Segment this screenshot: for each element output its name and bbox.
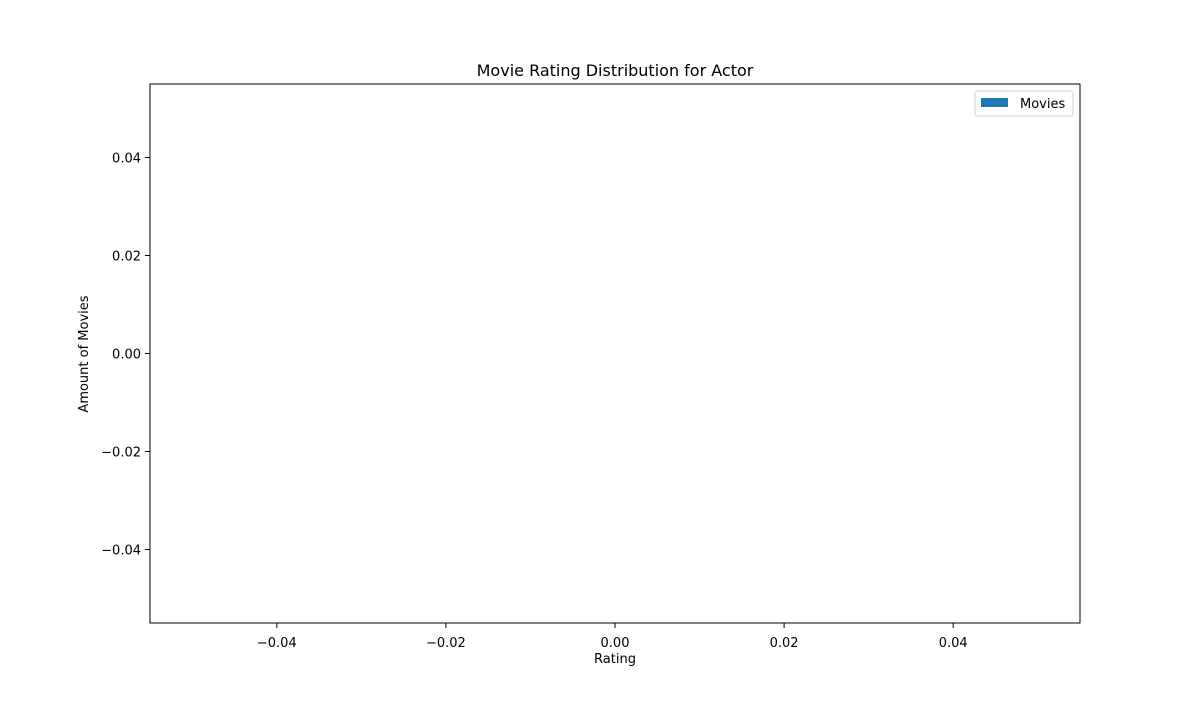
x-axis-label: Rating [594, 652, 636, 667]
y-tick-label: 0.02 [112, 250, 141, 265]
legend: Movies [974, 90, 1074, 117]
y-tick-label: −0.04 [101, 544, 141, 559]
legend-label-movies: Movies [1020, 97, 1065, 112]
chart-title: Movie Rating Distribution for Actor [477, 61, 754, 80]
legend-frame [974, 90, 1074, 117]
legend-swatch-movies [981, 98, 1008, 107]
y-tick-label: 0.04 [112, 152, 141, 167]
plot-area [149, 83, 1081, 624]
y-axis-label: Amount of Movies [77, 295, 92, 412]
y-tick-label: 0.00 [112, 348, 141, 363]
y-tick-label: −0.02 [101, 446, 141, 461]
x-tick-label: −0.02 [426, 636, 466, 651]
x-tick-label: 0.02 [770, 636, 799, 651]
y-axis: −0.04 −0.02 0.00 0.02 0.04 [101, 152, 150, 559]
x-tick-label: −0.04 [257, 636, 297, 651]
x-axis: −0.04 −0.02 0.00 0.02 0.04 [257, 623, 968, 651]
x-tick-label: 0.00 [601, 636, 630, 651]
x-tick-label: 0.04 [939, 636, 968, 651]
